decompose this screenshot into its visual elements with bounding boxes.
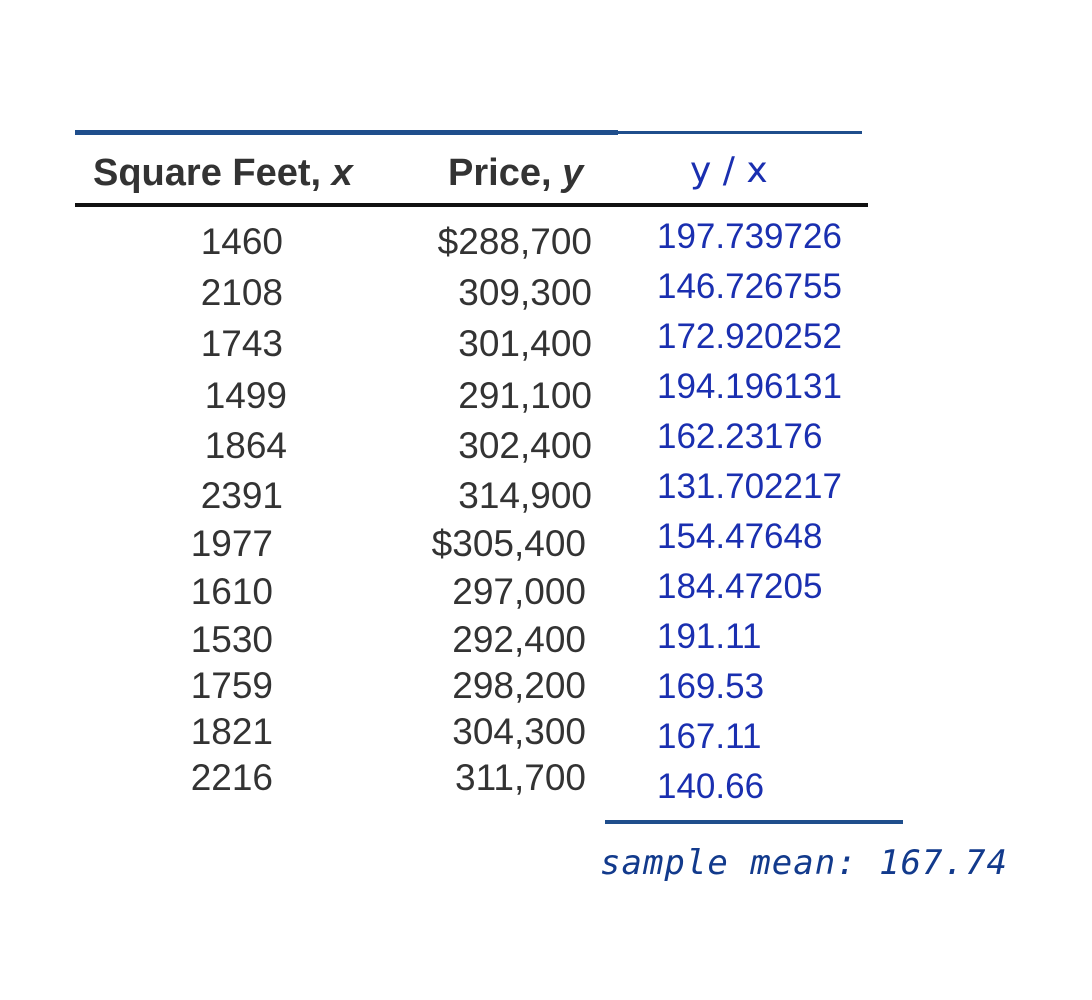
cell-square-feet: 1864 xyxy=(204,425,287,466)
cell-ratio: 194.196131 xyxy=(657,367,842,406)
header-y-label: Price, xyxy=(448,152,563,194)
cell-price: 297,000 xyxy=(452,571,586,612)
cell-square-feet: 1530 xyxy=(190,619,273,660)
cell-square-feet: 2108 xyxy=(200,272,283,313)
cell-square-feet: 1460 xyxy=(200,221,283,262)
cell-ratio: 197.739726 xyxy=(657,217,842,256)
bottom-rule xyxy=(605,820,903,824)
cell-price: 309,300 xyxy=(458,272,592,313)
header-price: Price, y xyxy=(448,150,583,196)
cell-square-feet: 1821 xyxy=(190,711,273,752)
cell-price: 301,400 xyxy=(458,323,592,364)
cell-price: $305,400 xyxy=(431,523,586,564)
cell-price: $288,700 xyxy=(437,221,592,262)
cell-square-feet: 1499 xyxy=(204,375,287,416)
header-square-feet: Square Feet, x xyxy=(93,150,353,196)
cell-ratio: 184.47205 xyxy=(657,567,823,606)
cell-ratio: 131.702217 xyxy=(657,467,842,506)
cell-square-feet: 1759 xyxy=(190,665,273,706)
sample-mean-note: sample mean: 167.74 xyxy=(600,843,1008,883)
cell-square-feet: 1743 xyxy=(200,323,283,364)
cell-price: 302,400 xyxy=(458,425,592,466)
cell-ratio: 167.11 xyxy=(657,717,762,756)
header-x-label: Square Feet, xyxy=(93,152,332,194)
cell-square-feet: 2216 xyxy=(190,757,273,798)
cell-price: 291,100 xyxy=(458,375,592,416)
top-rule-left xyxy=(75,130,618,135)
cell-price: 314,900 xyxy=(458,475,592,516)
cell-square-feet: 1610 xyxy=(190,571,273,612)
top-rule-right xyxy=(618,131,862,134)
cell-ratio: 154.47648 xyxy=(657,517,823,556)
cell-ratio: 140.66 xyxy=(657,767,765,806)
header-y-var: y xyxy=(562,152,584,194)
header-x-var: x xyxy=(331,152,353,194)
cell-ratio: 191.11 xyxy=(657,617,762,656)
cell-price: 311,700 xyxy=(455,757,586,798)
cell-ratio: 162.23176 xyxy=(657,417,823,456)
header-ratio: y / x xyxy=(690,150,768,191)
cell-ratio: 146.726755 xyxy=(657,267,842,306)
cell-ratio: 169.53 xyxy=(657,667,765,706)
cell-price: 292,400 xyxy=(452,619,586,660)
cell-square-feet: 2391 xyxy=(200,475,283,516)
header-rule xyxy=(75,203,868,207)
cell-price: 304,300 xyxy=(452,711,586,752)
cell-ratio: 172.920252 xyxy=(657,317,842,356)
cell-price: 298,200 xyxy=(452,665,586,706)
cell-square-feet: 1977 xyxy=(190,523,273,564)
